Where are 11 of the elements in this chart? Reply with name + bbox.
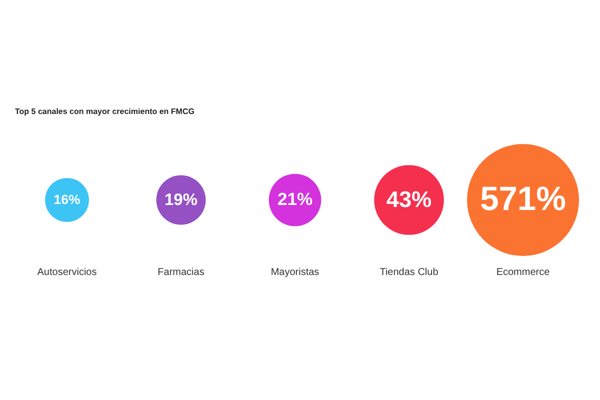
category-label: Mayoristas <box>270 267 320 278</box>
data-label: 43% <box>386 187 432 212</box>
category-label: Tiendas Club <box>380 267 439 278</box>
data-label: 16% <box>54 192 80 207</box>
data-label: 21% <box>277 189 313 209</box>
category-label: Farmacias <box>158 267 204 278</box>
data-label: 571% <box>480 181 566 218</box>
text: Top 5 canales con mayor crecimiento en FMCG <box>15 107 194 116</box>
category-label: Ecommerce <box>496 267 550 278</box>
category-label: Autoservicios <box>37 267 97 278</box>
data-label: 19% <box>164 191 198 209</box>
